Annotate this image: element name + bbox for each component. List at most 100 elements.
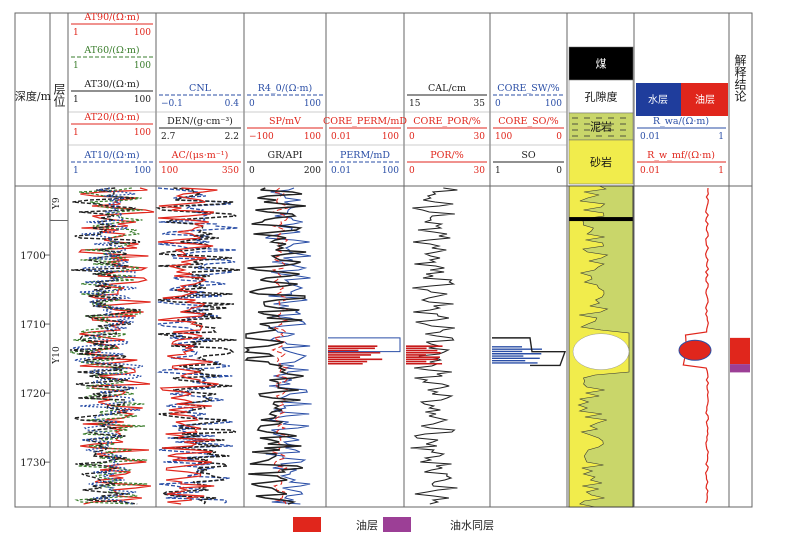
scale-max: 100 — [304, 99, 321, 109]
curve-title: SP/mV — [269, 116, 301, 127]
curve-title: DEN/(g·cm⁻³) — [167, 116, 233, 127]
scale-max: 0.4 — [225, 99, 240, 109]
curve-title: R4_0/(Ω·m) — [258, 83, 313, 94]
scale-min: 2.7 — [161, 132, 176, 142]
log-curve — [69, 187, 141, 505]
curve-title: SO — [521, 150, 536, 161]
scale-min: 100 — [161, 166, 178, 176]
scale-min: 0.01 — [331, 132, 351, 142]
scale-max: 100 — [382, 132, 399, 142]
scale-max: 100 — [134, 166, 151, 176]
depth-tick-label: 1710 — [20, 320, 45, 331]
scale-min: 0 — [409, 132, 415, 142]
scale-max: 100 — [304, 132, 321, 142]
scale-min: 1 — [73, 61, 79, 71]
so-curve — [492, 337, 566, 367]
depth-tick-label: 1700 — [20, 251, 45, 262]
depth-tick-label: 1720 — [20, 389, 45, 400]
coal-seam — [569, 217, 633, 222]
scale-max: 1 — [718, 166, 724, 176]
perm-curve — [328, 337, 401, 353]
curve-title: AC/(μs·m⁻¹) — [171, 150, 229, 161]
lithology-legend-label: 煤 — [596, 58, 607, 71]
scale-max: 100 — [134, 61, 151, 71]
log-curve — [155, 187, 241, 505]
scale-max: 100 — [134, 128, 151, 138]
lithology-border — [568, 185, 634, 508]
scale-max: 100 — [545, 99, 562, 109]
scale-min: 0.01 — [640, 166, 660, 176]
lithology-legend-swatch — [568, 46, 634, 81]
scale-min: 0 — [495, 99, 501, 109]
interpretation-label: 解释结论 — [733, 54, 747, 102]
legend-swatch — [383, 517, 411, 532]
curve-title: CAL/cm — [428, 83, 466, 94]
chart-legend: 油层 油水同层 — [293, 517, 494, 532]
depth-tick-label: 1730 — [20, 458, 45, 469]
outer-border — [14, 12, 753, 508]
scale-max: 30 — [474, 166, 486, 176]
scale-max: 100 — [134, 95, 151, 105]
water-legend-label: 水层 — [648, 94, 668, 106]
scale-min: 0 — [409, 166, 415, 176]
scale-min: 0.01 — [640, 132, 660, 142]
interpretation-interval — [730, 364, 750, 373]
log-curve — [72, 187, 144, 505]
legend-label: 油水同层 — [450, 518, 494, 532]
scale-min: 1 — [73, 28, 79, 38]
curve-title: AT30/(Ω·m) — [83, 79, 139, 90]
curve-title: R_wa/(Ω·m) — [653, 116, 709, 127]
log-curve — [69, 187, 148, 505]
scale-min: 0 — [249, 99, 255, 109]
scale-min: 100 — [495, 132, 512, 142]
curve-title: AT10/(Ω·m) — [83, 150, 139, 161]
lithology-legend-label: 砂岩 — [590, 155, 612, 169]
porosity-lens — [572, 333, 630, 370]
water-legend-swatch — [636, 83, 681, 116]
scale-min: 15 — [409, 99, 421, 109]
lithology-legend-swatch — [568, 79, 634, 114]
curve-title: CORE_PERM/mD — [323, 116, 407, 127]
curve-title: POR/% — [430, 150, 464, 161]
lithology-legend-label: 孔隙度 — [585, 90, 618, 104]
mobility-oil-fill — [678, 339, 712, 361]
log-curve — [78, 187, 155, 505]
zone-label: Y10 — [52, 346, 62, 365]
oil-legend-label: 油层 — [695, 93, 715, 106]
legend-label: 油层 — [356, 518, 378, 532]
log-curve — [243, 187, 307, 505]
scale-max: 100 — [382, 166, 399, 176]
curve-title: PERM/mD — [340, 150, 390, 161]
scale-min: 1 — [495, 166, 501, 176]
lithology-mud — [577, 185, 634, 508]
depth-axis-label: 深度/m — [15, 89, 52, 103]
scale-min: 1 — [73, 128, 79, 138]
scale-max: 30 — [474, 132, 486, 142]
scale-max: 35 — [474, 99, 486, 109]
curve-title: AT90/(Ω·m) — [83, 12, 139, 23]
scale-max: 350 — [222, 166, 239, 176]
curve-title: CORE_POR/% — [413, 116, 480, 127]
interpretation-interval — [730, 337, 750, 365]
curve-title: R_w_mf/(Ω·m) — [647, 150, 715, 161]
log-curve — [157, 187, 219, 505]
log-curve — [265, 187, 312, 505]
scale-min: 0.01 — [331, 166, 351, 176]
curve-title: CNL — [189, 83, 212, 94]
zone-column-label: 层位 — [52, 83, 66, 107]
scale-max: 1 — [718, 132, 724, 142]
scale-max: 2.2 — [225, 132, 239, 142]
curve-title: CORE_SO/% — [498, 116, 558, 127]
scale-min: −0.1 — [161, 99, 183, 109]
lithology-legend-swatch — [568, 139, 634, 185]
scale-min: 0 — [249, 166, 255, 176]
scale-min: 1 — [73, 166, 79, 176]
scale-max: 100 — [134, 28, 151, 38]
log-curve — [271, 187, 290, 505]
scale-max: 0 — [556, 166, 562, 176]
curve-title: CORE_SW/% — [497, 83, 559, 94]
zone-label: Y9 — [52, 197, 62, 210]
curve-title: AT60/(Ω·m) — [83, 45, 139, 56]
